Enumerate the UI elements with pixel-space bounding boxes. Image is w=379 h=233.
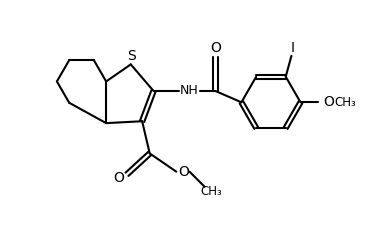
Text: O: O bbox=[210, 41, 221, 55]
Text: CH₃: CH₃ bbox=[200, 185, 222, 198]
Text: NH: NH bbox=[180, 84, 199, 97]
Text: S: S bbox=[127, 49, 136, 63]
Text: O: O bbox=[113, 171, 124, 185]
Text: CH₃: CH₃ bbox=[334, 96, 356, 109]
Text: I: I bbox=[291, 41, 294, 55]
Text: O: O bbox=[179, 165, 189, 179]
Text: O: O bbox=[324, 95, 334, 109]
